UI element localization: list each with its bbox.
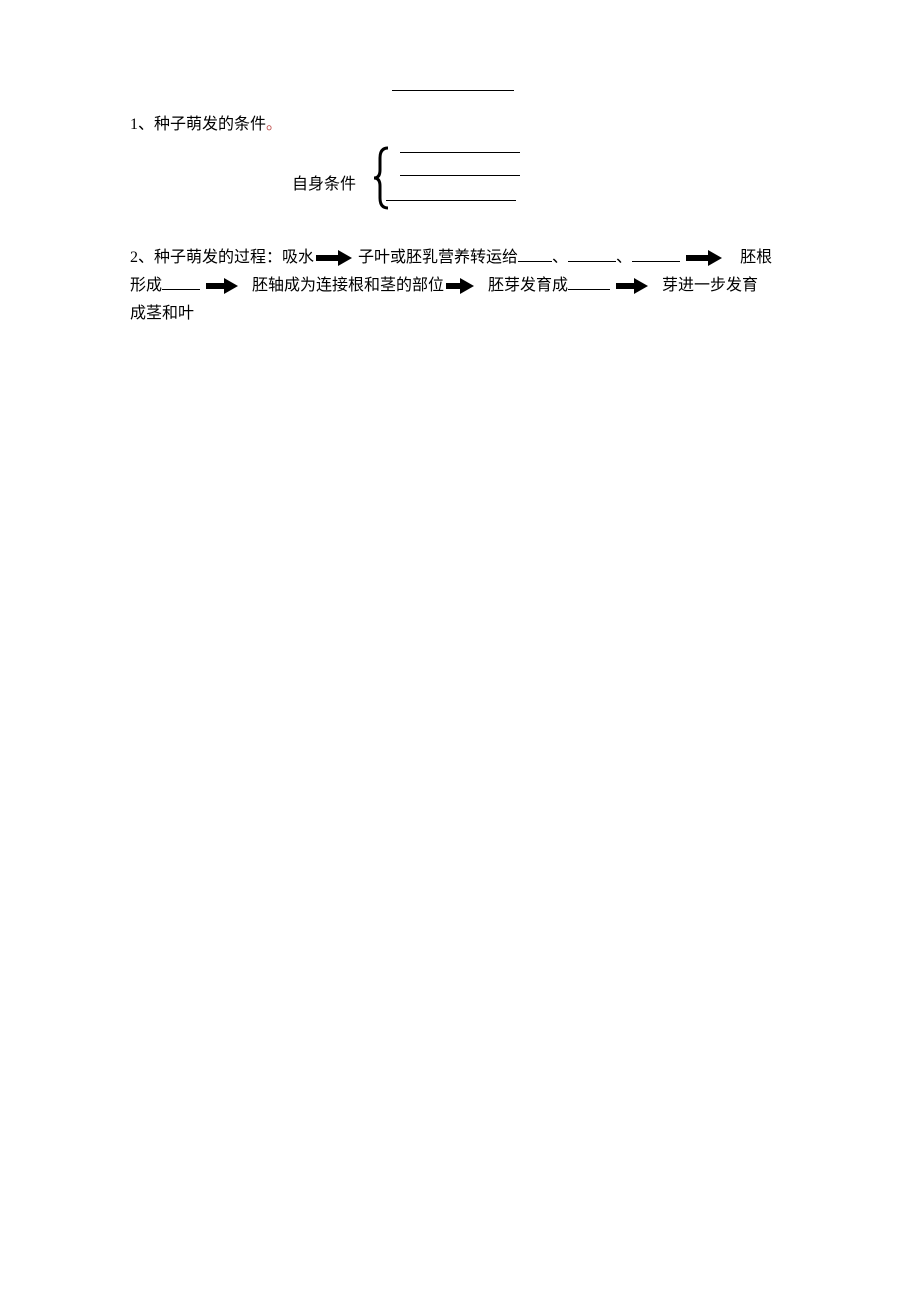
- comma1: 、: [552, 249, 568, 266]
- q2-line2a: 形成: [130, 277, 162, 294]
- blank-5: [568, 274, 610, 290]
- q2-seg2-tail: 胚根: [740, 249, 772, 266]
- arrow-icon: [446, 278, 474, 294]
- question-1-row: 1、种子萌发的条件。: [130, 90, 810, 120]
- q1-text: 1、种子萌发的条件: [130, 116, 266, 133]
- q2-line2d: 芽进一步发育: [662, 277, 758, 294]
- q2-line2c: 胚芽发育成: [488, 277, 568, 294]
- q1-dot: 。: [266, 116, 282, 133]
- q2-line2b: 胚轴成为连接根和茎的部位: [252, 277, 444, 294]
- question-2-block: 2、种子萌发的过程：吸水 子叶或胚乳营养转运给 、 、 胚根 形成 胚轴成为连接根和…: [130, 244, 810, 328]
- top-blank-line: [392, 90, 514, 91]
- brace-blank-3: [386, 200, 516, 201]
- ziti-label: 自身条件: [292, 170, 356, 194]
- arrow-icon: [316, 250, 352, 266]
- arrow-icon: [616, 278, 648, 294]
- comma2: 、: [616, 249, 632, 266]
- brace-blank-1: [400, 152, 520, 153]
- brace-blank-2: [400, 175, 520, 176]
- blank-4: [162, 274, 200, 290]
- blank-3: [632, 246, 680, 262]
- conditions-row: 自身条件: [130, 140, 810, 220]
- arrow-icon: [206, 278, 238, 294]
- q2-prefix: 2、种子萌发的过程：吸水: [130, 249, 314, 266]
- blank-2: [568, 246, 616, 262]
- arrow-icon: [686, 250, 722, 266]
- question-1-label: 1、种子萌发的条件。: [130, 110, 282, 134]
- blank-1: [518, 246, 552, 262]
- q2-line3: 成茎和叶: [130, 305, 194, 322]
- q2-seg1: 子叶或胚乳营养转运给: [358, 249, 518, 266]
